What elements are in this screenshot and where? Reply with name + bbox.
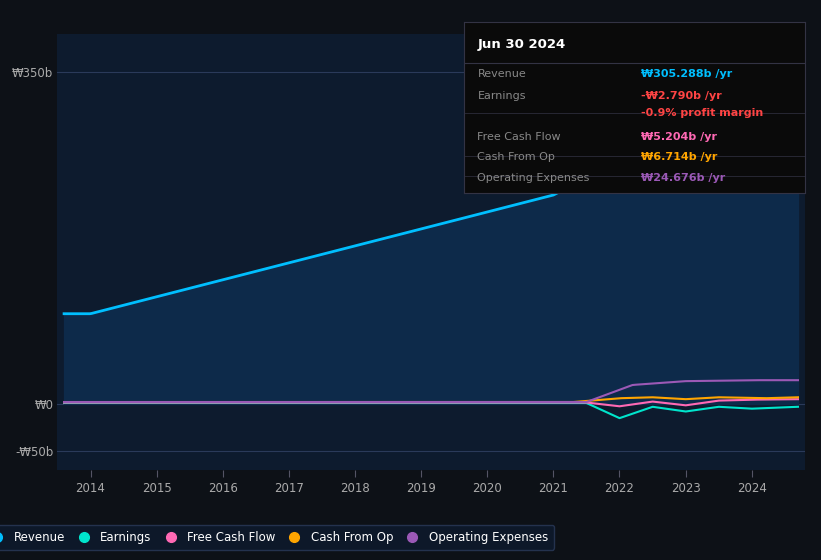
Text: Cash From Op: Cash From Op xyxy=(478,152,555,162)
Legend: Revenue, Earnings, Free Cash Flow, Cash From Op, Operating Expenses: Revenue, Earnings, Free Cash Flow, Cash … xyxy=(0,525,554,550)
Text: -₩2.790b /yr: -₩2.790b /yr xyxy=(641,91,722,101)
Text: Free Cash Flow: Free Cash Flow xyxy=(478,132,561,142)
Text: Operating Expenses: Operating Expenses xyxy=(478,173,589,183)
Text: Jun 30 2024: Jun 30 2024 xyxy=(478,38,566,51)
Text: Revenue: Revenue xyxy=(478,69,526,78)
Text: ₩5.204b /yr: ₩5.204b /yr xyxy=(641,132,717,142)
Text: ₩24.676b /yr: ₩24.676b /yr xyxy=(641,173,725,183)
Text: -0.9% profit margin: -0.9% profit margin xyxy=(641,108,764,118)
Text: ₩6.714b /yr: ₩6.714b /yr xyxy=(641,152,718,162)
Text: ₩305.288b /yr: ₩305.288b /yr xyxy=(641,69,732,78)
Text: Earnings: Earnings xyxy=(478,91,526,101)
